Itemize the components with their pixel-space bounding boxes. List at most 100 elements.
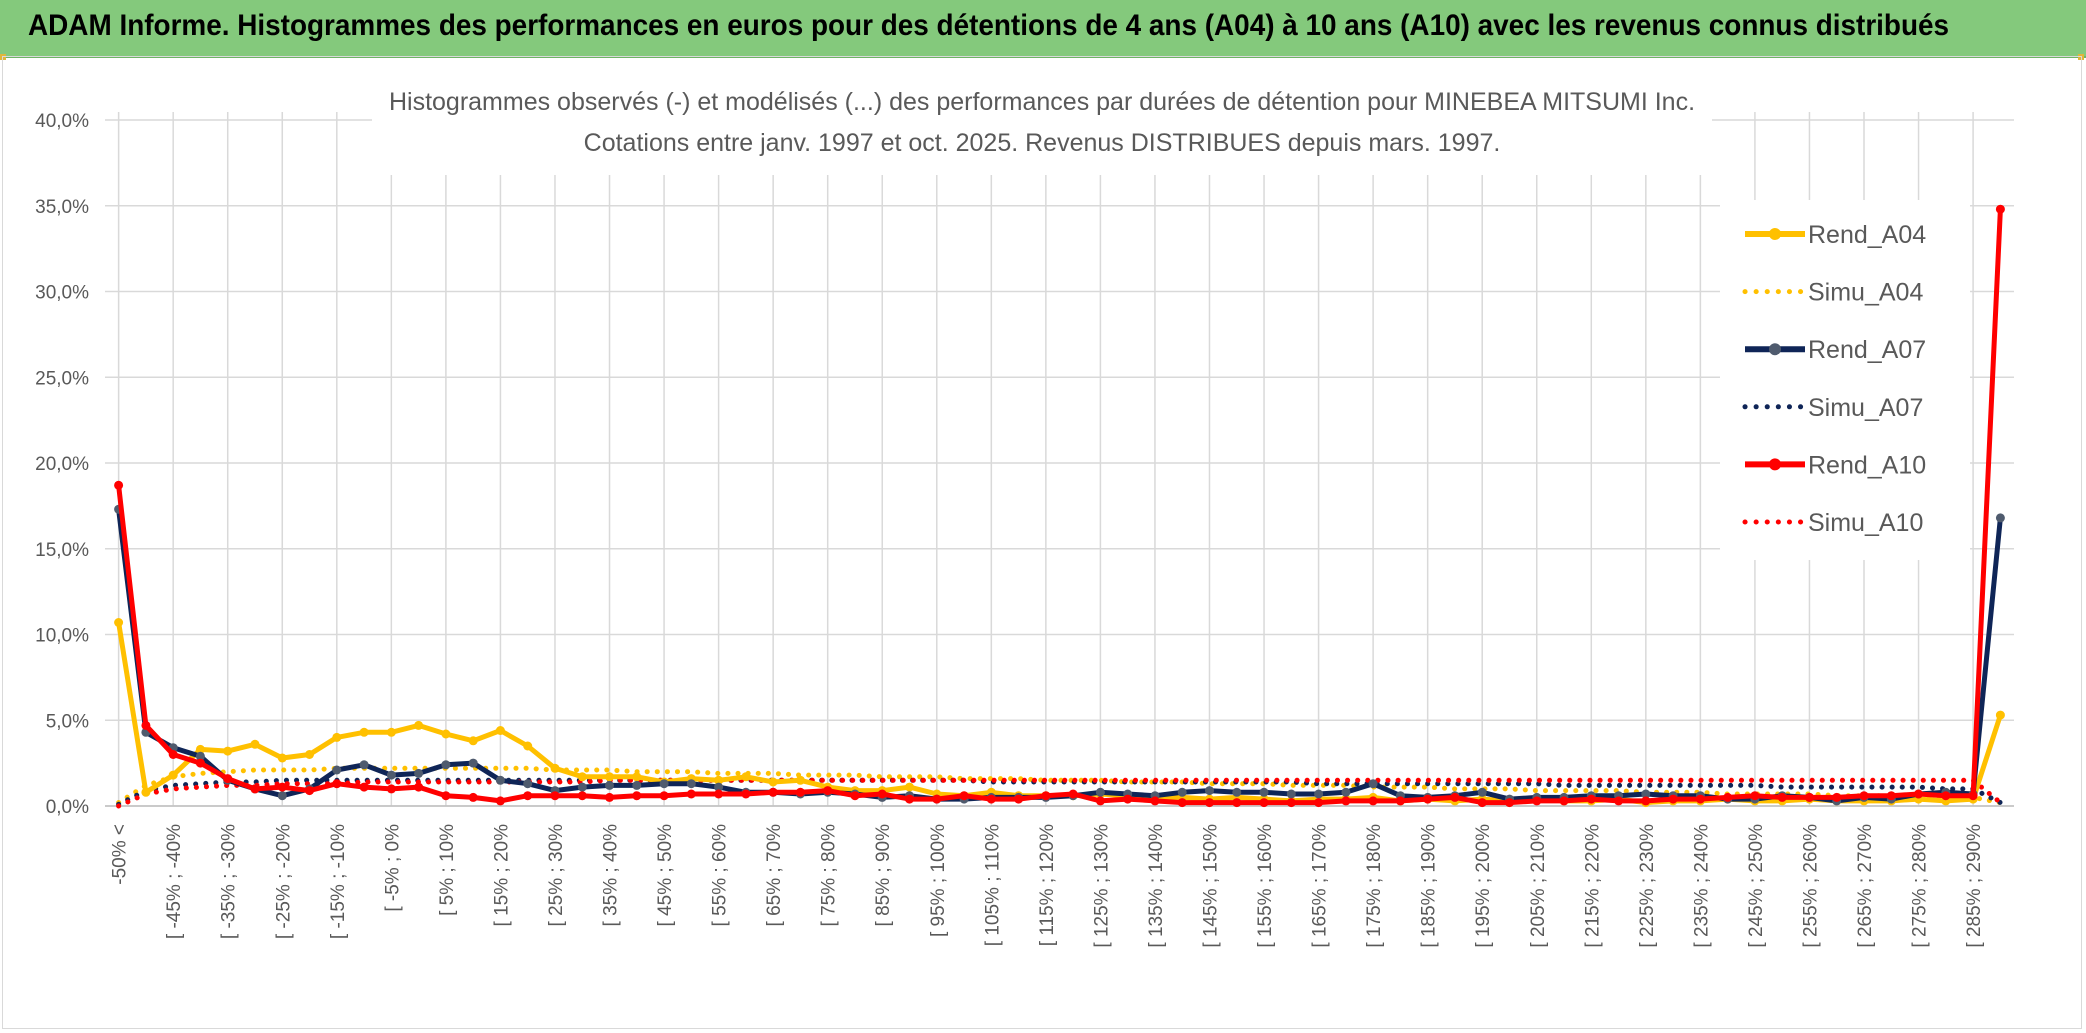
data-point — [659, 779, 669, 789]
data-point — [1995, 710, 2005, 720]
data-point — [195, 744, 205, 754]
legend-marker — [1769, 343, 1781, 356]
data-point — [359, 727, 369, 737]
y-axis-ticks: 0,0% 5,0% 10,0% 15,0% 20,0% 25,0% 30,0% 35,0% 40… — [35, 111, 89, 818]
data-point — [1695, 794, 1705, 804]
data-point — [305, 750, 314, 759]
x-tick-label: [ 25% ; 30% — [546, 824, 567, 927]
legend-item: Rend_A07 — [1745, 336, 1926, 364]
x-tick-label: [ 175% ; 180% — [1364, 824, 1385, 948]
corner-mark-left — [0, 54, 6, 60]
data-point — [223, 774, 233, 784]
data-point — [332, 779, 342, 789]
data-point — [1041, 791, 1051, 801]
data-point — [959, 791, 969, 801]
data-point — [1968, 791, 1978, 801]
series-rend-a10 — [114, 204, 2005, 808]
data-point — [332, 765, 342, 775]
legend-item: Rend_A04 — [1745, 221, 1926, 249]
data-point — [1177, 787, 1187, 797]
data-point — [795, 787, 805, 797]
x-tick-label: [ 125% ; 130% — [1091, 824, 1112, 948]
data-point — [714, 782, 724, 792]
series-group — [114, 204, 2005, 809]
x-tick-label: [ 105% ; 110% — [982, 824, 1003, 946]
data-point — [523, 779, 533, 789]
legend-marker — [1769, 458, 1781, 471]
data-point — [141, 720, 151, 730]
chart-frame — [2, 56, 2082, 1029]
data-point — [277, 753, 287, 763]
data-point — [605, 792, 614, 802]
x-tick-label: [ 135% ; 140% — [1146, 824, 1167, 948]
data-point — [605, 772, 614, 782]
data-point — [768, 777, 778, 787]
x-tick-label: [ -5% ; 0% — [382, 824, 403, 912]
data-point — [523, 741, 533, 751]
data-point — [1205, 798, 1214, 808]
data-point — [386, 784, 396, 794]
data-point — [659, 791, 669, 801]
x-tick-label: [ 95% ; 100% — [928, 824, 949, 937]
data-point — [686, 779, 696, 789]
data-point — [250, 739, 260, 749]
data-point — [1395, 796, 1405, 806]
x-tick-label: [ 275% ; 280% — [1910, 824, 1931, 948]
data-point — [1368, 796, 1378, 806]
data-point — [386, 727, 396, 737]
data-point — [850, 791, 860, 801]
data-point — [1505, 798, 1514, 808]
data-point — [1450, 792, 1460, 802]
data-point — [223, 746, 233, 756]
y-tick-label: 35,0% — [35, 197, 89, 218]
x-tick-label: [ 225% ; 230% — [1637, 824, 1658, 948]
data-point — [468, 758, 478, 768]
data-point — [1095, 796, 1105, 806]
x-tick-label: [ 5% ; 10% — [437, 824, 458, 916]
legend: Rend_A04 Simu_A04 Rend_A07 Simu_A07 Rend_A10… — [1720, 200, 1970, 560]
data-point — [1614, 796, 1624, 806]
data-point — [1177, 798, 1187, 808]
x-tick-label: [ 165% ; 170% — [1310, 824, 1331, 948]
data-point — [1723, 792, 1733, 802]
data-point — [1532, 796, 1542, 806]
data-point — [1259, 787, 1269, 797]
data-point — [523, 791, 533, 801]
data-point — [768, 787, 778, 797]
data-point — [1123, 794, 1133, 804]
data-point — [495, 775, 505, 785]
data-point — [1750, 791, 1760, 801]
y-tick-label: 40,0% — [35, 111, 89, 132]
x-tick-label: [ -25% ; -20% — [273, 824, 294, 939]
data-point — [1423, 794, 1433, 804]
data-point — [1832, 792, 1842, 802]
data-point — [1805, 792, 1814, 802]
x-tick-label: [ -35% ; -30% — [219, 824, 240, 939]
x-tick-label: [ 45% ; 50% — [655, 824, 676, 927]
data-point — [986, 794, 996, 804]
data-point — [1232, 798, 1242, 808]
legend-item: Simu_A04 — [1742, 279, 1923, 307]
report-banner: ADAM Informe. Histogrammes des performan… — [0, 0, 2086, 58]
legend-label: Simu_A04 — [1808, 279, 1923, 307]
data-point — [495, 796, 505, 806]
data-point — [1259, 798, 1269, 808]
data-point — [359, 760, 369, 770]
data-point — [1477, 787, 1487, 797]
x-tick-label: [ 235% ; 240% — [1691, 824, 1712, 948]
data-point — [441, 791, 451, 801]
x-tick-label: [ 285% ; 290% — [1964, 824, 1985, 948]
data-point — [905, 794, 914, 804]
data-point — [1995, 204, 2005, 214]
data-point — [1286, 798, 1296, 808]
x-tick-label: [ 35% ; 40% — [601, 824, 622, 927]
data-point — [277, 791, 287, 801]
data-point — [195, 751, 205, 761]
series-line — [116, 508, 2003, 804]
data-point — [1859, 791, 1869, 801]
legend-label: Rend_A10 — [1808, 451, 1926, 479]
data-point — [741, 789, 751, 799]
legend-marker — [1769, 228, 1781, 240]
data-point — [250, 784, 260, 794]
